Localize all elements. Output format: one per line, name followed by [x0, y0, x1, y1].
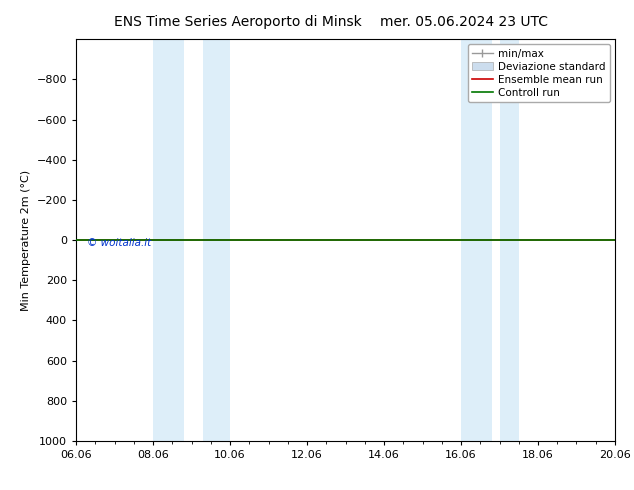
Y-axis label: Min Temperature 2m (°C): Min Temperature 2m (°C): [21, 170, 31, 311]
Text: ENS Time Series Aeroporto di Minsk: ENS Time Series Aeroporto di Minsk: [114, 15, 362, 29]
Legend: min/max, Deviazione standard, Ensemble mean run, Controll run: min/max, Deviazione standard, Ensemble m…: [468, 45, 610, 102]
Text: mer. 05.06.2024 23 UTC: mer. 05.06.2024 23 UTC: [380, 15, 548, 29]
Text: © woitalia.it: © woitalia.it: [87, 238, 151, 248]
Bar: [203, 39, 230, 441]
Bar: [461, 39, 492, 441]
Bar: [153, 39, 184, 441]
Bar: [500, 39, 519, 441]
